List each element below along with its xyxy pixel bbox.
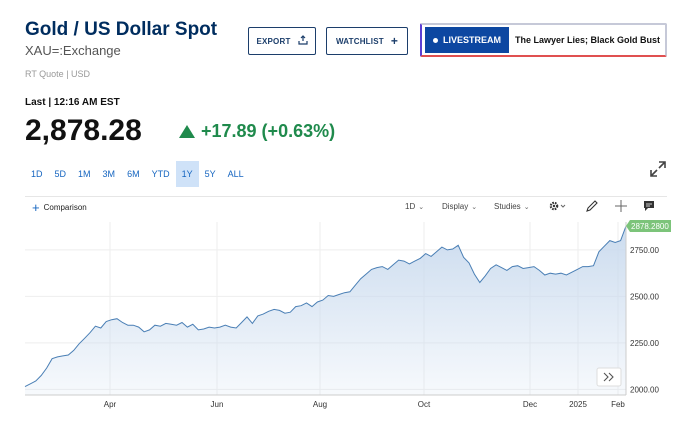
last-price: 2,878.28 bbox=[25, 114, 142, 147]
x-tick-label: Feb bbox=[611, 400, 625, 409]
price-change: +17.89 (+0.63%) bbox=[179, 121, 335, 142]
crosshair-button[interactable] bbox=[614, 199, 628, 215]
studies-dropdown[interactable]: Studies ⌄ bbox=[494, 202, 530, 211]
interval-dropdown[interactable]: 1D ⌄ bbox=[405, 202, 424, 211]
export-icon bbox=[297, 35, 308, 47]
pencil-icon bbox=[586, 200, 598, 212]
last-price-tag-label: 2878.2800 bbox=[631, 222, 669, 231]
price-change-value: +17.89 (+0.63%) bbox=[201, 121, 336, 141]
studies-label: Studies bbox=[494, 202, 521, 211]
range-tab-1y[interactable]: 1Y bbox=[175, 161, 199, 187]
range-tab-1d[interactable]: 1D bbox=[31, 169, 43, 179]
quote-source: RT Quote | USD bbox=[25, 69, 91, 79]
x-tick-label: Apr bbox=[104, 400, 117, 409]
range-selector: 1D 5D 1M 3M 6M YTD 1Y 5Y ALL bbox=[25, 161, 250, 187]
scroll-latest-button[interactable] bbox=[596, 367, 622, 387]
livestream-banner[interactable]: LIVESTREAM The Lawyer Lies; Black Gold B… bbox=[420, 23, 667, 57]
x-tick-label: Aug bbox=[313, 400, 327, 409]
crosshair-icon bbox=[615, 200, 627, 212]
x-tick-label: Jun bbox=[211, 400, 224, 409]
watchlist-button[interactable]: WATCHLIST + bbox=[326, 27, 408, 55]
display-label: Display bbox=[442, 202, 469, 211]
y-tick-label: 2750.00 bbox=[630, 246, 659, 255]
page-title: Gold / US Dollar Spot bbox=[25, 19, 218, 40]
up-arrow-icon bbox=[179, 125, 195, 138]
symbol-subtitle: XAU=:Exchange bbox=[25, 43, 121, 58]
chevron-down-icon: ⌄ bbox=[471, 204, 478, 211]
last-trade-time: Last | 12:16 AM EST bbox=[25, 97, 120, 108]
livestream-title[interactable]: The Lawyer Lies; Black Gold Bust bbox=[515, 35, 661, 45]
x-tick-label: Oct bbox=[418, 400, 431, 409]
gear-icon bbox=[549, 201, 566, 211]
chart-toolbar: + Comparison 1D ⌄ Display ⌄ Studies ⌄ bbox=[25, 196, 667, 220]
comparison-label: Comparison bbox=[43, 203, 87, 212]
plus-icon: + bbox=[32, 199, 40, 215]
comment-icon bbox=[644, 201, 654, 211]
comparison-button[interactable]: + Comparison bbox=[32, 199, 87, 215]
x-tick-label: Dec bbox=[523, 400, 537, 409]
watchlist-label: WATCHLIST bbox=[335, 36, 384, 46]
range-tab-5d[interactable]: 5D bbox=[54, 169, 67, 179]
chevron-down-icon: ⌄ bbox=[523, 204, 530, 211]
y-tick-label: 2000.00 bbox=[630, 385, 659, 394]
range-tab-all[interactable]: ALL bbox=[227, 169, 244, 179]
range-tab-1m[interactable]: 1M bbox=[78, 169, 91, 179]
last-price-tag bbox=[626, 220, 671, 233]
plus-icon: + bbox=[390, 34, 399, 48]
y-tick-label: 2250.00 bbox=[630, 339, 659, 348]
price-line bbox=[24, 225, 627, 388]
livestream-badge[interactable]: LIVESTREAM bbox=[425, 27, 509, 53]
interval-label: 1D bbox=[405, 202, 416, 211]
draw-tool-button[interactable] bbox=[585, 199, 599, 215]
display-dropdown[interactable]: Display ⌄ bbox=[442, 202, 477, 211]
export-label: EXPORT bbox=[256, 36, 291, 46]
chevron-down-icon: ⌄ bbox=[418, 204, 425, 211]
export-button[interactable]: EXPORT bbox=[248, 27, 316, 55]
x-tick-label: 2025 bbox=[569, 400, 587, 409]
fullscreen-expand-icon[interactable] bbox=[649, 160, 667, 178]
annotation-button[interactable] bbox=[642, 199, 656, 215]
range-tab-6m[interactable]: 6M bbox=[127, 169, 140, 179]
double-chevron-right-icon bbox=[603, 372, 614, 382]
range-tab-3m[interactable]: 3M bbox=[102, 169, 116, 179]
price-area bbox=[25, 226, 626, 395]
live-dot-icon bbox=[432, 37, 438, 43]
settings-dropdown[interactable] bbox=[548, 200, 568, 214]
y-tick-label: 2500.00 bbox=[630, 292, 659, 301]
range-tab-ytd[interactable]: YTD bbox=[151, 169, 170, 179]
range-tab-5y[interactable]: 5Y bbox=[204, 169, 216, 179]
livestream-label: LIVESTREAM bbox=[442, 35, 501, 45]
